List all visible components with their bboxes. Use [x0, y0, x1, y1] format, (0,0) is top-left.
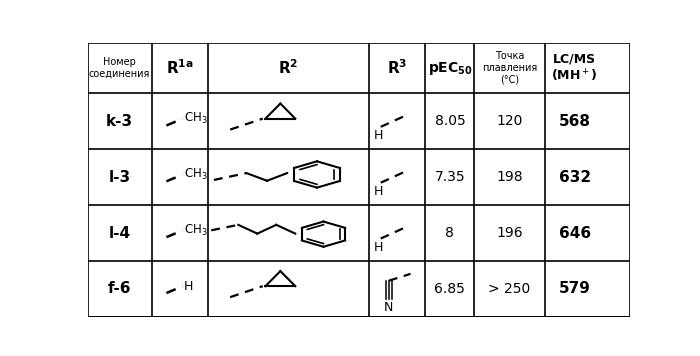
Text: $\mathbf{R}^{\mathbf{1a}}$: $\mathbf{R}^{\mathbf{1a}}$ [166, 59, 194, 77]
Text: CH$_3$: CH$_3$ [184, 223, 207, 238]
Text: > 250: > 250 [489, 282, 531, 296]
Text: 568: 568 [559, 114, 591, 129]
Text: CH$_3$: CH$_3$ [184, 167, 207, 182]
Text: $\mathbf{pEC_{50}}$: $\mathbf{pEC_{50}}$ [428, 59, 472, 77]
Text: Точка
плавления
(°C): Точка плавления (°C) [482, 52, 537, 85]
Text: f-6: f-6 [108, 281, 132, 297]
Text: 579: 579 [559, 281, 591, 297]
Text: H: H [373, 241, 383, 254]
Text: 6.85: 6.85 [435, 282, 466, 296]
Text: H: H [373, 129, 383, 142]
Text: 646: 646 [559, 226, 591, 241]
Text: $\mathbf{R}^{\mathbf{2}}$: $\mathbf{R}^{\mathbf{2}}$ [279, 59, 299, 77]
Text: 7.35: 7.35 [435, 170, 466, 184]
Text: CH$_3$: CH$_3$ [184, 111, 207, 126]
Text: N: N [384, 301, 393, 314]
Text: 632: 632 [559, 170, 591, 185]
Text: l-4: l-4 [108, 226, 131, 241]
Text: k-3: k-3 [106, 114, 133, 129]
Text: H: H [373, 185, 383, 198]
Text: 196: 196 [496, 226, 523, 240]
Text: 8: 8 [445, 226, 454, 240]
Text: 8.05: 8.05 [435, 114, 466, 129]
Text: 120: 120 [496, 114, 523, 129]
Text: l-3: l-3 [108, 170, 131, 185]
Text: LC/MS
(MH$^+$): LC/MS (MH$^+$) [552, 52, 598, 84]
Text: Номер
соединения: Номер соединения [89, 57, 150, 79]
Text: 198: 198 [496, 170, 523, 184]
Text: H: H [184, 280, 193, 293]
Text: $\mathbf{R}^{\mathbf{3}}$: $\mathbf{R}^{\mathbf{3}}$ [387, 59, 407, 77]
